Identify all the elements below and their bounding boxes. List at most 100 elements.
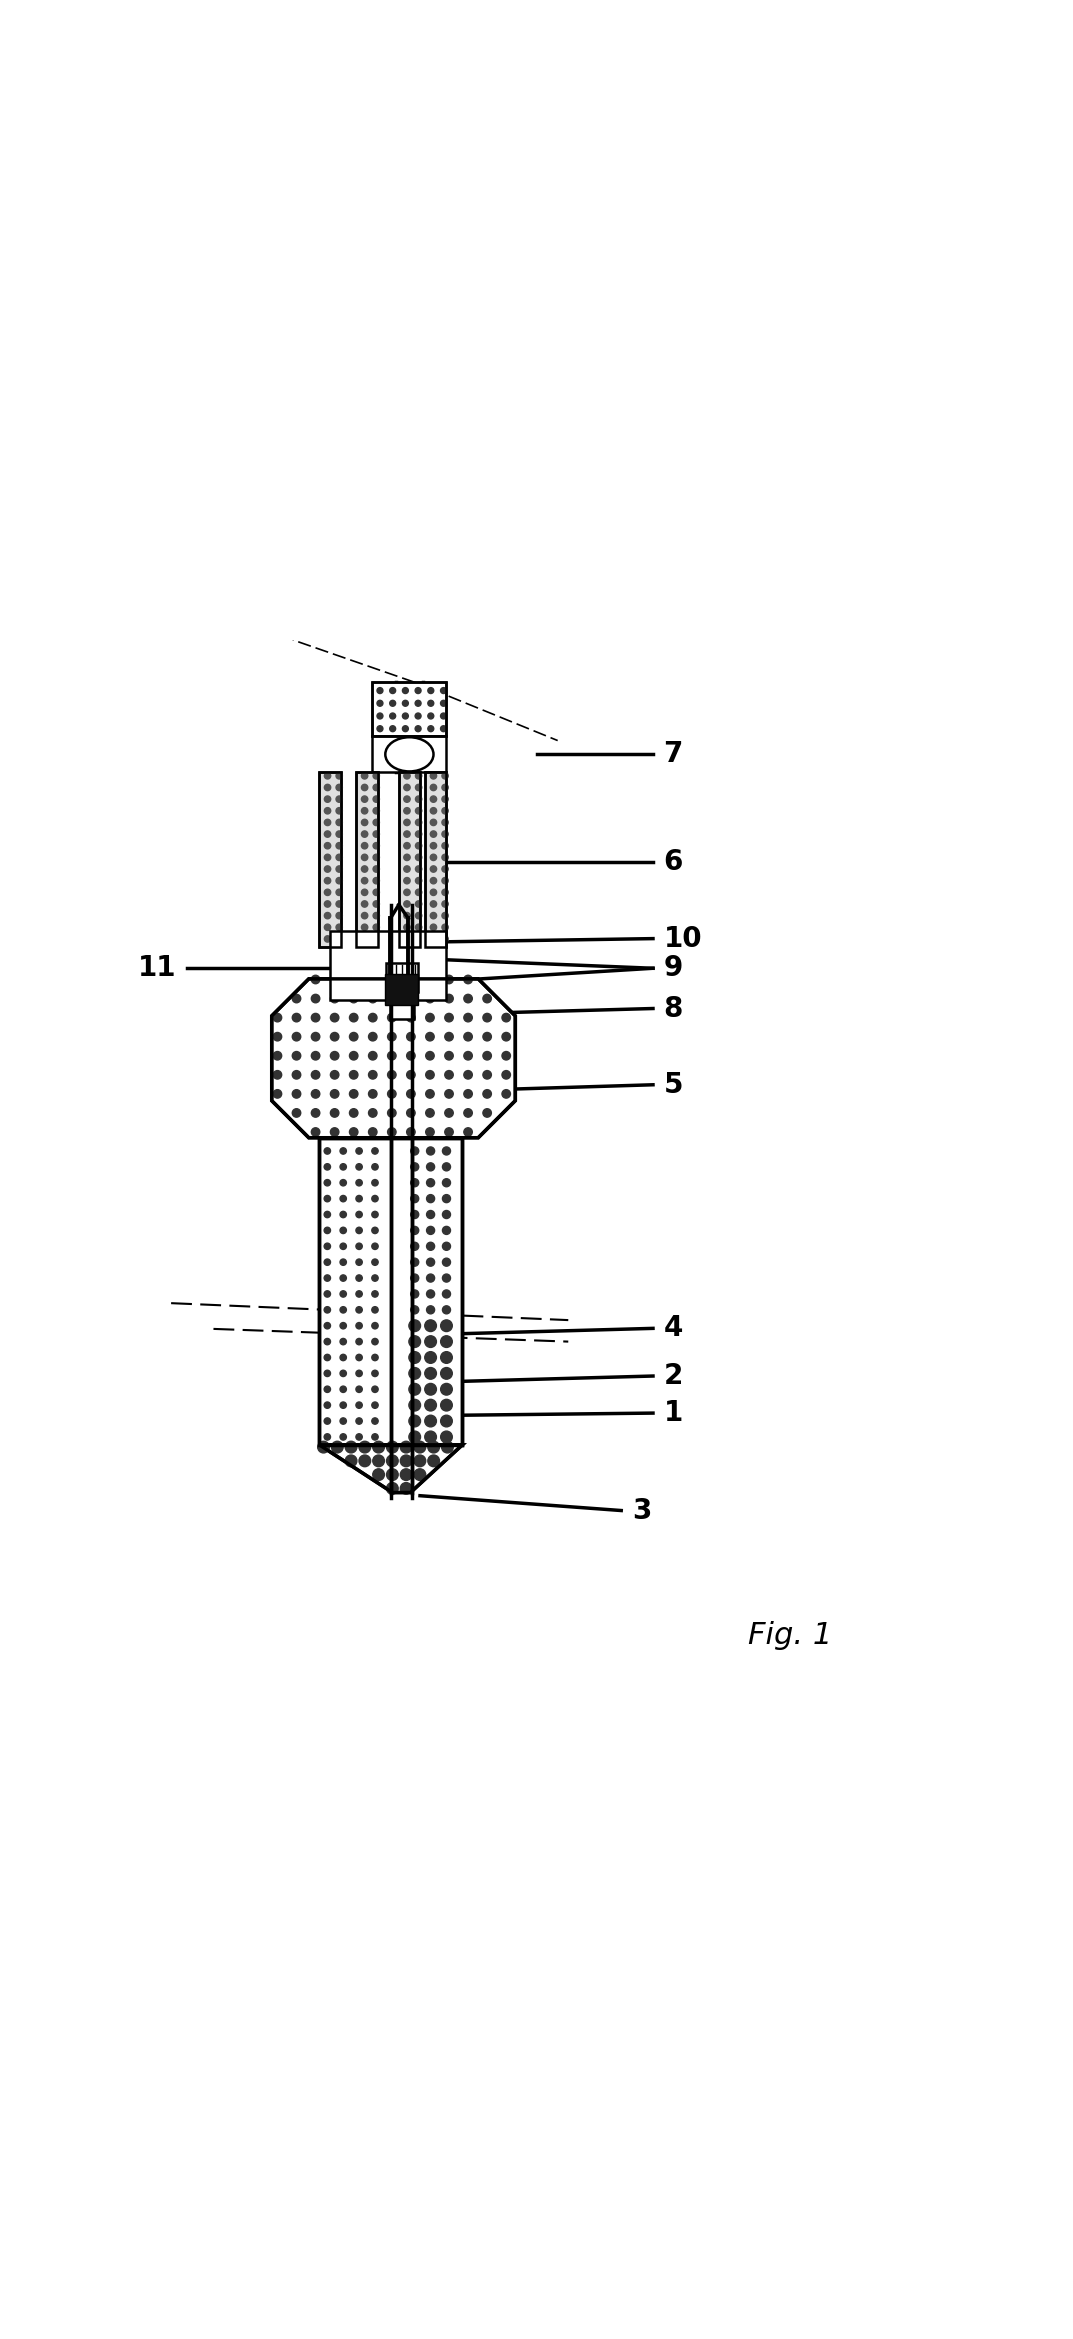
Circle shape — [407, 975, 415, 985]
Circle shape — [427, 1305, 435, 1315]
Circle shape — [441, 699, 446, 706]
Circle shape — [411, 1305, 418, 1315]
Circle shape — [324, 1275, 330, 1282]
Circle shape — [387, 994, 396, 1003]
Circle shape — [368, 975, 377, 985]
Circle shape — [441, 1399, 453, 1410]
Circle shape — [415, 889, 422, 896]
Circle shape — [445, 1031, 453, 1041]
Circle shape — [350, 1031, 358, 1041]
Circle shape — [414, 1455, 426, 1467]
Circle shape — [324, 1308, 330, 1312]
Circle shape — [427, 1258, 435, 1265]
Circle shape — [411, 1179, 418, 1186]
Circle shape — [274, 1031, 282, 1041]
Circle shape — [403, 784, 410, 791]
Circle shape — [400, 1483, 412, 1495]
Text: 5: 5 — [663, 1071, 684, 1099]
Circle shape — [368, 1071, 377, 1078]
Circle shape — [373, 842, 380, 849]
Bar — [356, 772, 378, 947]
Circle shape — [441, 1336, 453, 1347]
Circle shape — [324, 1242, 330, 1249]
Circle shape — [311, 1071, 320, 1078]
Circle shape — [274, 1053, 282, 1060]
Circle shape — [311, 1090, 320, 1097]
Circle shape — [372, 1371, 378, 1378]
Circle shape — [362, 877, 368, 884]
Circle shape — [426, 1031, 435, 1041]
Circle shape — [372, 1338, 378, 1345]
Circle shape — [430, 784, 437, 791]
Circle shape — [362, 807, 368, 814]
Circle shape — [442, 1226, 451, 1235]
Circle shape — [415, 830, 422, 837]
Circle shape — [441, 713, 446, 718]
Circle shape — [356, 1212, 363, 1219]
Circle shape — [336, 912, 342, 919]
Circle shape — [445, 1013, 453, 1022]
Circle shape — [292, 1013, 300, 1022]
Circle shape — [445, 1127, 453, 1137]
Text: 3: 3 — [632, 1497, 651, 1525]
Text: 9: 9 — [663, 954, 682, 982]
Bar — [399, 772, 420, 947]
Circle shape — [340, 1338, 347, 1345]
Circle shape — [415, 713, 421, 718]
Circle shape — [372, 1148, 378, 1153]
Circle shape — [340, 1228, 347, 1233]
Circle shape — [483, 994, 491, 1003]
Circle shape — [442, 795, 449, 802]
Circle shape — [340, 1417, 347, 1424]
Circle shape — [362, 889, 368, 896]
Circle shape — [415, 865, 422, 872]
Circle shape — [292, 1053, 300, 1060]
Circle shape — [389, 713, 396, 718]
Circle shape — [483, 1071, 491, 1078]
Circle shape — [430, 807, 437, 814]
Circle shape — [372, 1322, 378, 1329]
Circle shape — [387, 1031, 396, 1041]
Circle shape — [362, 830, 368, 837]
Circle shape — [387, 1053, 396, 1060]
Circle shape — [430, 772, 437, 779]
Circle shape — [428, 713, 433, 718]
Circle shape — [387, 1109, 396, 1118]
Circle shape — [400, 1469, 412, 1481]
Circle shape — [425, 1399, 437, 1410]
Circle shape — [411, 1212, 418, 1219]
Circle shape — [430, 924, 437, 931]
Text: 10: 10 — [663, 924, 702, 952]
Circle shape — [330, 1013, 339, 1022]
Text: 7: 7 — [663, 741, 684, 767]
Circle shape — [356, 1322, 363, 1329]
Circle shape — [483, 1090, 491, 1097]
Bar — [320, 772, 340, 947]
Circle shape — [324, 1401, 330, 1408]
Circle shape — [350, 1013, 358, 1022]
Circle shape — [373, 819, 380, 826]
Circle shape — [324, 936, 330, 943]
Circle shape — [373, 865, 380, 872]
Circle shape — [426, 1109, 435, 1118]
Circle shape — [427, 1289, 435, 1298]
Bar — [386, 964, 417, 992]
Circle shape — [340, 1165, 347, 1170]
Circle shape — [356, 1228, 363, 1233]
Circle shape — [407, 994, 415, 1003]
Circle shape — [430, 936, 437, 943]
Circle shape — [445, 994, 453, 1003]
Bar — [391, 996, 414, 1020]
Circle shape — [318, 1441, 329, 1453]
Circle shape — [340, 1371, 347, 1378]
Circle shape — [483, 1053, 491, 1060]
Circle shape — [356, 1417, 363, 1424]
Bar — [320, 772, 340, 947]
Circle shape — [407, 1127, 415, 1137]
Circle shape — [372, 1455, 384, 1467]
Circle shape — [425, 1415, 437, 1427]
Circle shape — [428, 699, 433, 706]
Circle shape — [403, 842, 410, 849]
Circle shape — [373, 924, 380, 931]
Circle shape — [324, 924, 330, 931]
